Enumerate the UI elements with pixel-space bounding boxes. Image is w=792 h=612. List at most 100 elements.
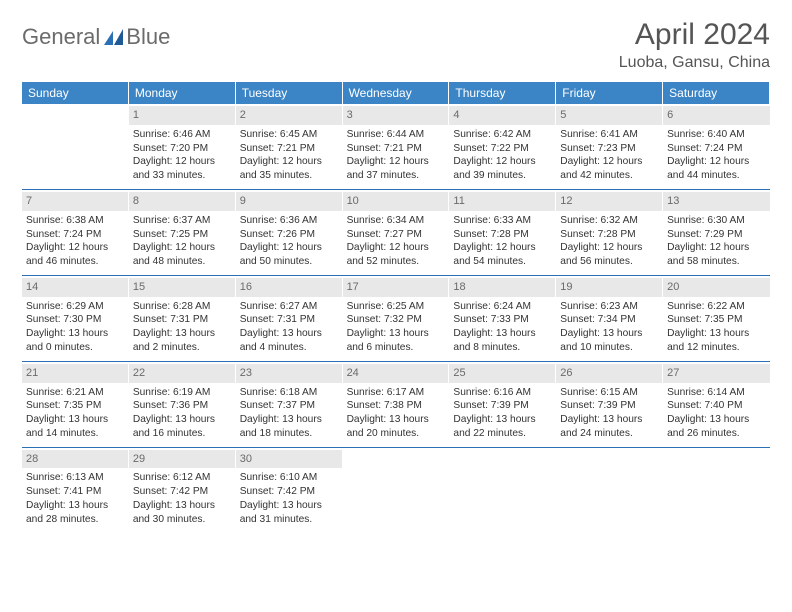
weekday-header: Wednesday bbox=[343, 82, 450, 104]
day-number: 18 bbox=[449, 278, 556, 297]
day-number: 25 bbox=[449, 364, 556, 383]
day-number: 7 bbox=[22, 192, 129, 211]
calendar-cell: 4Sunrise: 6:42 AMSunset: 7:22 PMDaylight… bbox=[449, 104, 556, 189]
sunset-line: Sunset: 7:23 PM bbox=[560, 142, 659, 156]
calendar-grid: SundayMondayTuesdayWednesdayThursdayFrid… bbox=[22, 82, 770, 533]
brand-logo: General Blue bbox=[22, 18, 170, 50]
calendar-cell: 27 Sunrise: 6:14 AMSunset: 7:40 PMDayligh… bbox=[663, 361, 770, 447]
sunset-line: Sunset: 7:37 PM bbox=[240, 399, 339, 413]
daylight-line: Daylight: 12 hours and 37 minutes. bbox=[347, 155, 446, 183]
calendar-cell bbox=[22, 104, 129, 189]
sunrise-line: Sunrise: 6:37 AM bbox=[133, 214, 232, 228]
daylight-line: Daylight: 12 hours and 50 minutes. bbox=[240, 241, 339, 269]
day-number: 26 bbox=[556, 364, 663, 383]
day-number: 11 bbox=[449, 192, 556, 211]
sunset-line: Sunset: 7:39 PM bbox=[560, 399, 659, 413]
calendar-cell: 23Sunrise: 6:18 AMSunset: 7:37 PMDayligh… bbox=[236, 361, 343, 447]
sunrise-line: Sunrise: 6:14 AM bbox=[667, 386, 766, 400]
calendar-cell: 1Sunrise: 6:46 AMSunset: 7:20 PMDaylight… bbox=[129, 104, 236, 189]
day-number: 17 bbox=[343, 278, 450, 297]
sunset-line: Sunset: 7:25 PM bbox=[133, 228, 232, 242]
sunrise-line: Sunrise: 6:23 AM bbox=[560, 300, 659, 314]
day-number: 27 bbox=[663, 364, 770, 383]
calendar-cell: 19Sunrise: 6:23 AMSunset: 7:34 PMDayligh… bbox=[556, 275, 663, 361]
sunrise-line: Sunrise: 6:34 AM bbox=[347, 214, 446, 228]
sunset-line: Sunset: 7:28 PM bbox=[560, 228, 659, 242]
sunrise-line: Sunrise: 6:30 AM bbox=[667, 214, 766, 228]
daylight-line: Daylight: 12 hours and 33 minutes. bbox=[133, 155, 232, 183]
day-number: 12 bbox=[556, 192, 663, 211]
sunset-line: Sunset: 7:42 PM bbox=[240, 485, 339, 499]
calendar-cell: 12Sunrise: 6:32 AMSunset: 7:28 PMDayligh… bbox=[556, 189, 663, 275]
sunrise-line: Sunrise: 6:46 AM bbox=[133, 128, 232, 142]
calendar-cell: 18Sunrise: 6:24 AMSunset: 7:33 PMDayligh… bbox=[449, 275, 556, 361]
day-number: 21 bbox=[22, 364, 129, 383]
daylight-line: Daylight: 13 hours and 16 minutes. bbox=[133, 413, 232, 441]
sunset-line: Sunset: 7:41 PM bbox=[26, 485, 125, 499]
sunset-line: Sunset: 7:30 PM bbox=[26, 313, 125, 327]
sunset-line: Sunset: 7:24 PM bbox=[667, 142, 766, 156]
day-number: 8 bbox=[129, 192, 236, 211]
sunset-line: Sunset: 7:32 PM bbox=[347, 313, 446, 327]
daylight-line: Daylight: 13 hours and 0 minutes. bbox=[26, 327, 125, 355]
daylight-line: Daylight: 13 hours and 31 minutes. bbox=[240, 499, 339, 527]
daylight-line: Daylight: 12 hours and 58 minutes. bbox=[667, 241, 766, 269]
sunset-line: Sunset: 7:36 PM bbox=[133, 399, 232, 413]
calendar-cell: 24Sunrise: 6:17 AMSunset: 7:38 PMDayligh… bbox=[343, 361, 450, 447]
weekday-header: Thursday bbox=[449, 82, 556, 104]
sunrise-line: Sunrise: 6:38 AM bbox=[26, 214, 125, 228]
calendar-cell: 9Sunrise: 6:36 AMSunset: 7:26 PMDaylight… bbox=[236, 189, 343, 275]
daylight-line: Daylight: 13 hours and 26 minutes. bbox=[667, 413, 766, 441]
calendar-cell: 17 Sunrise: 6:25 AMSunset: 7:32 PMDayligh… bbox=[343, 275, 450, 361]
day-number: 9 bbox=[236, 192, 343, 211]
daylight-line: Daylight: 12 hours and 44 minutes. bbox=[667, 155, 766, 183]
sunset-line: Sunset: 7:33 PM bbox=[453, 313, 552, 327]
daylight-line: Daylight: 13 hours and 24 minutes. bbox=[560, 413, 659, 441]
sunrise-line: Sunrise: 6:45 AM bbox=[240, 128, 339, 142]
day-number: 19 bbox=[556, 278, 663, 297]
daylight-line: Daylight: 13 hours and 4 minutes. bbox=[240, 327, 339, 355]
sunrise-line: Sunrise: 6:21 AM bbox=[26, 386, 125, 400]
sunset-line: Sunset: 7:26 PM bbox=[240, 228, 339, 242]
logo-sail-icon bbox=[104, 29, 124, 45]
sunrise-line: Sunrise: 6:33 AM bbox=[453, 214, 552, 228]
sunset-line: Sunset: 7:38 PM bbox=[347, 399, 446, 413]
daylight-line: Daylight: 12 hours and 46 minutes. bbox=[26, 241, 125, 269]
daylight-line: Daylight: 13 hours and 6 minutes. bbox=[347, 327, 446, 355]
sunset-line: Sunset: 7:40 PM bbox=[667, 399, 766, 413]
daylight-line: Daylight: 13 hours and 10 minutes. bbox=[560, 327, 659, 355]
sunset-line: Sunset: 7:24 PM bbox=[26, 228, 125, 242]
calendar-cell: 26Sunrise: 6:15 AMSunset: 7:39 PMDayligh… bbox=[556, 361, 663, 447]
calendar-cell: 3Sunrise: 6:44 AMSunset: 7:21 PMDaylight… bbox=[343, 104, 450, 189]
title-block: April 2024 Luoba, Gansu, China bbox=[619, 18, 770, 72]
sunrise-line: Sunrise: 6:16 AM bbox=[453, 386, 552, 400]
daylight-line: Daylight: 12 hours and 54 minutes. bbox=[453, 241, 552, 269]
day-number: 2 bbox=[236, 106, 343, 125]
calendar-cell: 10Sunrise: 6:34 AMSunset: 7:27 PMDayligh… bbox=[343, 189, 450, 275]
daylight-line: Daylight: 12 hours and 48 minutes. bbox=[133, 241, 232, 269]
day-number: 20 bbox=[663, 278, 770, 297]
daylight-line: Daylight: 13 hours and 2 minutes. bbox=[133, 327, 232, 355]
daylight-line: Daylight: 13 hours and 12 minutes. bbox=[667, 327, 766, 355]
sunset-line: Sunset: 7:21 PM bbox=[240, 142, 339, 156]
calendar-cell: 21Sunrise: 6:21 AMSunset: 7:35 PMDayligh… bbox=[22, 361, 129, 447]
sunset-line: Sunset: 7:39 PM bbox=[453, 399, 552, 413]
weekday-header: Saturday bbox=[663, 82, 770, 104]
daylight-line: Daylight: 13 hours and 18 minutes. bbox=[240, 413, 339, 441]
sunset-line: Sunset: 7:22 PM bbox=[453, 142, 552, 156]
calendar-cell: 30Sunrise: 6:10 AMSunset: 7:42 PMDayligh… bbox=[236, 447, 343, 533]
sunset-line: Sunset: 7:28 PM bbox=[453, 228, 552, 242]
sunrise-line: Sunrise: 6:29 AM bbox=[26, 300, 125, 314]
calendar-cell: 20Sunrise: 6:22 AMSunset: 7:35 PMDayligh… bbox=[663, 275, 770, 361]
day-number: 1 bbox=[129, 106, 236, 125]
day-number: 22 bbox=[129, 364, 236, 383]
sunrise-line: Sunrise: 6:10 AM bbox=[240, 471, 339, 485]
day-number: 10 bbox=[343, 192, 450, 211]
day-number: 28 bbox=[22, 450, 129, 469]
calendar-cell: 6Sunrise: 6:40 AMSunset: 7:24 PMDaylight… bbox=[663, 104, 770, 189]
sunrise-line: Sunrise: 6:32 AM bbox=[560, 214, 659, 228]
daylight-line: Daylight: 13 hours and 20 minutes. bbox=[347, 413, 446, 441]
sunrise-line: Sunrise: 6:25 AM bbox=[347, 300, 446, 314]
calendar-cell: 11 Sunrise: 6:33 AMSunset: 7:28 PMDayligh… bbox=[449, 189, 556, 275]
page-header: General Blue April 2024 Luoba, Gansu, Ch… bbox=[22, 18, 770, 72]
